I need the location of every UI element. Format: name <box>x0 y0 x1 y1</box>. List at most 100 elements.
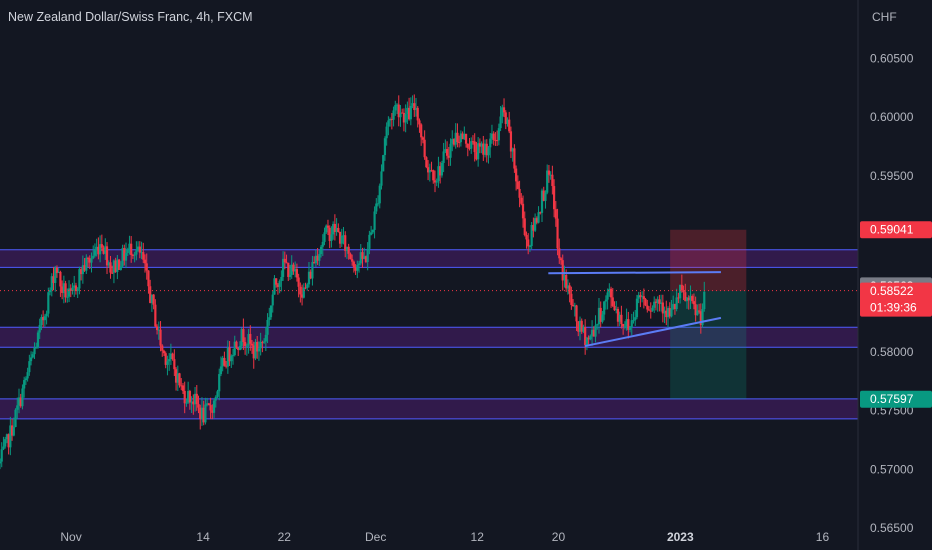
candle-body <box>470 141 473 149</box>
candle-body <box>502 107 506 113</box>
candle-body <box>394 105 397 111</box>
candle-body <box>397 104 400 118</box>
candle-body <box>627 319 630 330</box>
candle-body <box>539 212 542 214</box>
candle-body <box>219 366 223 375</box>
candle-body <box>609 288 613 298</box>
candle-body <box>551 174 554 187</box>
candle-body <box>64 283 67 298</box>
candle-body <box>623 326 626 328</box>
candle-body <box>634 317 637 321</box>
candle-body <box>642 296 645 300</box>
position-stop-zone[interactable] <box>670 229 747 291</box>
candle-body <box>546 170 549 193</box>
trendline-1[interactable] <box>584 316 722 348</box>
price-badge-label: 0.58522 <box>870 284 914 298</box>
candle-body <box>159 329 162 346</box>
candle-body <box>283 258 286 263</box>
candle-body <box>487 147 490 156</box>
candle-body <box>263 341 266 343</box>
y-tick-label: 0.60500 <box>870 51 914 65</box>
candle-body <box>90 258 93 263</box>
candle-body <box>195 393 198 405</box>
candle-body <box>19 397 22 407</box>
candle-body <box>67 288 71 297</box>
candle-body <box>630 320 633 328</box>
candle-body <box>28 361 31 373</box>
candle-body <box>43 316 46 321</box>
candle-body <box>295 269 298 278</box>
candle-body <box>378 185 381 204</box>
candle-body <box>216 391 219 397</box>
candle-body <box>447 155 450 158</box>
candle-body <box>696 310 699 316</box>
candle-body <box>338 231 342 244</box>
candle-body <box>570 293 573 305</box>
candle-body <box>225 365 228 367</box>
candle-body <box>435 181 438 183</box>
candle-body <box>335 227 338 232</box>
candle-body <box>554 209 557 219</box>
candle-body <box>352 261 355 268</box>
candle-body <box>616 308 620 322</box>
candle-body <box>407 107 411 120</box>
candle-body <box>458 142 461 144</box>
x-tick-label: 20 <box>552 530 566 544</box>
candle-body <box>14 409 17 427</box>
candle-body <box>380 171 383 186</box>
candle-body <box>204 404 207 423</box>
candle-body <box>326 225 330 228</box>
trendline-0[interactable] <box>548 271 721 275</box>
candle-body <box>16 405 19 410</box>
candle-body <box>119 266 122 270</box>
candle-body <box>280 276 283 282</box>
candle-body <box>496 140 499 142</box>
candle-body <box>606 292 609 300</box>
candle-body <box>275 278 278 285</box>
candle-body <box>269 305 273 318</box>
candle-body <box>582 327 585 332</box>
candle-body <box>347 246 350 254</box>
candle-body <box>297 277 300 287</box>
candle-body <box>641 296 644 298</box>
candle-body <box>21 388 24 407</box>
candle-body <box>24 378 27 381</box>
candle-body <box>85 257 88 271</box>
candle-body <box>264 334 267 342</box>
candle-body <box>93 250 97 256</box>
price-axis[interactable]: 0.605000.600000.595000.580000.575000.570… <box>860 51 932 535</box>
candle-body <box>169 353 172 360</box>
position-target-zone[interactable] <box>670 290 747 400</box>
candle-body <box>0 449 3 462</box>
candle-body <box>639 295 642 298</box>
candle-body <box>333 223 336 232</box>
candle-body <box>152 294 155 305</box>
candle-body <box>608 288 611 293</box>
candle-body <box>180 385 183 387</box>
candle-body <box>230 355 233 362</box>
candle-body <box>111 272 114 274</box>
time-axis[interactable]: Nov 14 22 Dec 12 20 2023 16 <box>60 530 829 544</box>
candle-body <box>518 188 521 198</box>
candle-body <box>140 252 143 254</box>
candle-body <box>511 148 514 152</box>
candle-body <box>444 149 447 152</box>
candle-body <box>342 235 345 237</box>
candle-body <box>673 304 677 310</box>
candle-body <box>680 284 683 291</box>
price-badge-countdown: 01:39:36 <box>870 301 917 315</box>
candle-body <box>209 405 212 411</box>
candle-body <box>392 110 395 120</box>
candle-body <box>202 407 205 423</box>
candle-body <box>164 353 167 365</box>
candle-body <box>48 290 52 293</box>
candle-body <box>155 326 159 331</box>
zone-fill-1 <box>0 327 858 348</box>
candle-body <box>130 243 133 255</box>
candle-body <box>363 256 366 259</box>
candle-body <box>423 139 426 158</box>
candle-body <box>665 310 668 318</box>
candle-body <box>489 138 492 148</box>
